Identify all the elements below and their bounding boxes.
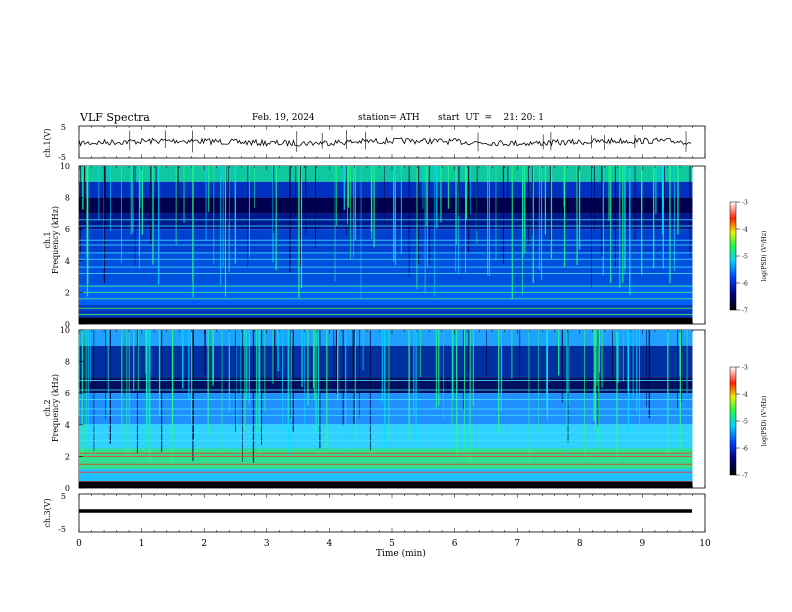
ch1-spectrogram-band (79, 213, 693, 230)
time-tick-label: 1 (139, 539, 145, 549)
time-tick-label: 6 (452, 539, 458, 549)
ch1-spectrogram-ytick-label: 2 (65, 288, 70, 297)
ch1-voltage-frame (78, 125, 706, 159)
ch1-spectrogram-ytick-label: 8 (65, 194, 70, 203)
ch1-spectrogram-band (79, 166, 693, 182)
ch2-spectrogram-ytick-label: 6 (65, 389, 70, 398)
ch1-voltage-panel: 5 -5 ch.1(V) (43, 123, 706, 162)
ch1-spectrogram-low-band (79, 317, 693, 324)
time-tick-label: 9 (640, 539, 646, 549)
ch2-spectrogram-band (79, 424, 693, 449)
ch2-spectrogram-ytick-label: 2 (65, 452, 70, 461)
ch3-voltage-frame (78, 493, 706, 533)
ch1-spectrogram-colorbar-tick-label: -5 (742, 254, 748, 261)
time-tick-label: 5 (389, 539, 395, 549)
date-label: Feb. 19, 2024 (252, 113, 315, 123)
time-tick-label: 7 (514, 539, 520, 549)
ch2-spectrogram-ytick-label: 10 (60, 326, 70, 335)
time-tick-label: 4 (327, 539, 333, 549)
ch2-spectrogram-ytick-label: 4 (65, 421, 70, 430)
ch1-voltage-ylabel: ch.1(V) (43, 128, 52, 157)
ch1-spectrogram-band (79, 284, 693, 306)
ch2-channel-label: ch.2 (43, 399, 52, 416)
ch3-ytick-bottom: -5 (58, 525, 66, 534)
ch1-spectrogram-band (79, 197, 693, 214)
ch2-spectrogram-band (79, 345, 693, 378)
time-tick-label: 0 (76, 539, 82, 549)
time-tick-label: 10 (699, 539, 711, 549)
ch2-colorbar (729, 366, 737, 476)
station-label: station= ATH (358, 113, 420, 123)
time-axis: 0 1 2 3 4 5 6 7 8 9 10 (76, 126, 711, 549)
ch2-spectrogram-colorbar-tick-label: -6 (742, 446, 748, 453)
ch2-spectrogram-colorbar-tick-label: -3 (742, 365, 748, 372)
ch1-spectrogram-colorbar-tick-label: -4 (742, 227, 748, 234)
ch3-ytick-top: 5 (61, 492, 66, 501)
ch1-frequency-ylabel: Frequency (kHz) (51, 206, 60, 274)
ch2-spectrogram-band (79, 448, 693, 470)
ch1-voltage-trace (78, 136, 692, 148)
ch1-spectrogram-ytick-label: 10 (60, 162, 70, 171)
ch1-spectrogram-ytick-label: 0 (65, 320, 70, 329)
ch1-ytick-bottom: -5 (58, 153, 66, 162)
ch1-spectrogram-colorbar-tick-label: -7 (742, 308, 748, 315)
ch2-spectrogram-ytick-label: 8 (65, 358, 70, 367)
time-tick-label: 2 (201, 539, 207, 549)
time-tick-label: 8 (577, 539, 583, 549)
ch2-frequency-ylabel: Frequency (kHz) (51, 374, 60, 442)
ch2-spectrogram-colorbar-tick-label: -7 (742, 473, 748, 480)
ch2-spectrogram-colorbar-tick-label: -5 (742, 419, 748, 426)
ch2-spectrogram-colorbar-tick-label: -4 (742, 392, 748, 399)
ch2-spectrogram-low-band (79, 481, 693, 488)
ch3-voltage-panel: 5 -5 ch.3(V) (43, 492, 706, 534)
ch1-ytick-top: 5 (61, 123, 66, 132)
ch1-colorbar-label: log(PSD) (V²/Hz) (761, 231, 768, 282)
ch1-spectrogram-band (79, 305, 693, 318)
ch2-spectrogram-image (78, 330, 693, 488)
ch1-spectrogram-colorbar-tick-label: -6 (742, 281, 748, 288)
time-tick-label: 3 (264, 539, 270, 549)
ch2-spectrogram-band (79, 330, 693, 346)
ch1-spectrogram-ytick-label: 4 (65, 257, 70, 266)
ch1-spectrogram-image (79, 166, 693, 324)
ch1-spectrogram-colorbar-tick-label: -3 (742, 200, 748, 207)
ch1-channel-label: ch.1 (43, 231, 52, 248)
ch1-spectrogram-ytick-label: 6 (65, 225, 70, 234)
ch2-spectrogram-band (79, 469, 693, 482)
ch1-colorbar (729, 201, 737, 311)
ch1-spectrogram-band (79, 181, 693, 198)
ch2-colorbar-label: log(PSD) (V²/Hz) (761, 396, 768, 447)
ch2-spectrogram-band (79, 377, 693, 394)
ch1-spectrogram-band (79, 252, 693, 285)
ch1-spectrogram-band (79, 229, 693, 253)
chart-title: VLF Spectra (80, 111, 150, 124)
ch2-spectrogram-ytick-label: 0 (65, 484, 70, 493)
start-time-label: start UT = 21: 20: 1 (438, 113, 544, 123)
ch3-voltage-ylabel: ch.3(V) (43, 498, 52, 527)
x-axis-label: Time (min) (376, 549, 426, 559)
